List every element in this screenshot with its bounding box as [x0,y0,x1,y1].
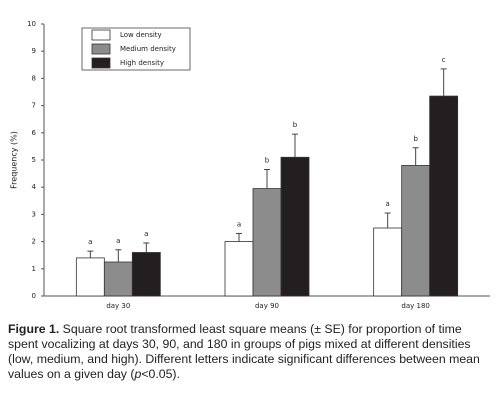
y-tick-label: 0 [32,292,36,300]
bar [75,257,105,297]
y-tick-label: 6 [32,129,37,137]
bar [429,95,459,297]
y-tick-label: 1 [32,265,36,273]
significance-letter: b [413,135,418,143]
y-tick-label: 5 [32,156,36,164]
legend-label: Medium density [120,45,176,53]
significance-letter: a [116,237,120,245]
caption-end: <0.05). [141,367,180,381]
significance-letter: a [88,238,92,246]
x-tick-label: day 180 [401,302,429,310]
bar [252,188,282,297]
y-tick-label: 9 [32,47,36,55]
legend-label: High density [120,59,164,67]
x-tick-label: day 30 [106,302,130,310]
caption: Figure 1. Square root transformed least … [8,322,494,382]
significance-letter: b [293,121,298,129]
bar [373,227,403,297]
legend-swatch [91,57,111,69]
y-tick-label: 8 [32,74,36,82]
caption-text: Square root transformed least square mea… [8,322,480,381]
legend-swatch [91,43,111,55]
caption-label: Figure 1. [8,322,60,336]
legend-label: Low density [120,31,162,39]
significance-letter: a [237,220,241,228]
significance-letter: a [386,200,390,208]
bar [280,156,310,297]
chart: Frequency (%) 0 1 2 3 4 5 6 7 8 9 10 day 30 a a a day 9… [10,20,490,310]
significance-letter: b [265,157,270,165]
y-axis-label: Frequency (%) [10,131,19,189]
significance-letter: a [144,230,148,238]
legend-swatch [91,29,111,41]
bar [224,241,254,297]
bar [103,261,133,297]
bar [401,165,431,297]
y-tick-label: 2 [32,238,36,246]
y-tick-label: 3 [32,210,36,218]
caption-italic: p [134,367,142,381]
bar [131,252,161,297]
y-tick-label: 10 [27,20,36,28]
y-tick-label: 4 [32,183,37,191]
x-tick-label: day 90 [255,302,279,310]
significance-letter: c [442,56,446,64]
y-tick-label: 7 [32,102,36,110]
